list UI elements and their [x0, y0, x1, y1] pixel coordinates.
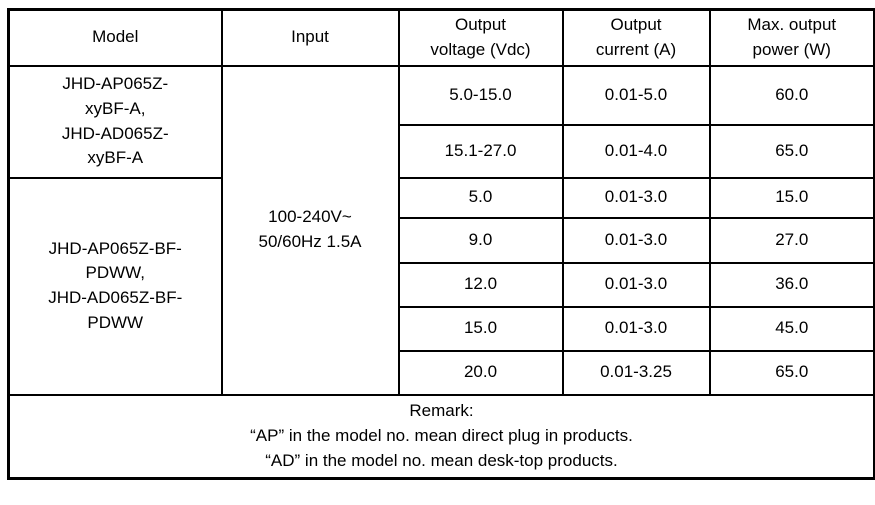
voltage-cell: 20.0 — [397, 349, 564, 396]
current-cell: 0.01-3.0 — [561, 261, 711, 308]
voltage-cell: 15.1-27.0 — [397, 123, 564, 179]
header-output-current: Output current (A) — [561, 8, 711, 67]
remark-row: Remark: “AP” in the model no. mean direc… — [7, 393, 875, 480]
remark-text: Remark: “AP” in the model no. mean direc… — [7, 393, 875, 480]
voltage-cell: 5.0-15.0 — [397, 64, 564, 126]
header-output-voltage: Output voltage (Vdc) — [397, 8, 564, 67]
table-row: 20.0 0.01-3.25 65.0 — [9, 349, 875, 396]
current-cell: 0.01-4.0 — [561, 123, 711, 179]
table-row: 15.0 0.01-3.0 45.0 — [9, 305, 875, 352]
power-cell: 65.0 — [708, 123, 875, 179]
voltage-cell: 9.0 — [397, 216, 564, 264]
input-value-cell: 100-240V~ 50/60Hz 1.5A — [220, 64, 400, 396]
current-cell: 0.01-5.0 — [561, 64, 711, 126]
power-cell: 45.0 — [708, 305, 875, 352]
power-cell: 60.0 — [708, 64, 875, 126]
power-cell: 27.0 — [708, 216, 875, 264]
voltage-cell: 5.0 — [397, 176, 564, 219]
header-input: Input — [220, 8, 400, 67]
power-spec-table: Model Input Output voltage (Vdc) Output … — [7, 8, 875, 480]
header-model: Model — [7, 8, 223, 67]
current-cell: 0.01-3.0 — [561, 176, 711, 219]
model-group-xybf: JHD-AP065Z- xyBF-A, JHD-AD065Z- xyBF-A — [7, 64, 223, 179]
current-cell: 0.01-3.0 — [561, 305, 711, 352]
table-row: 12.0 0.01-3.0 36.0 — [9, 261, 875, 308]
table-row: 9.0 0.01-3.0 27.0 — [9, 216, 875, 264]
current-cell: 0.01-3.0 — [561, 216, 711, 264]
power-cell: 36.0 — [708, 261, 875, 308]
voltage-cell: 12.0 — [397, 261, 564, 308]
header-max-output-power: Max. output power (W) — [708, 8, 875, 67]
power-cell: 65.0 — [708, 349, 875, 396]
current-cell: 0.01-3.25 — [561, 349, 711, 396]
header-row: Model Input Output voltage (Vdc) Output … — [7, 8, 875, 67]
table-row: JHD-AP065Z- xyBF-A, JHD-AD065Z- xyBF-A 1… — [7, 64, 875, 396]
table-row: 15.1-27.0 0.01-4.0 65.0 — [9, 123, 875, 179]
model-group-pdww: JHD-AP065Z-BF- PDWW, JHD-AD065Z-BF- PDWW — [7, 176, 223, 396]
power-cell: 15.0 — [708, 176, 875, 219]
voltage-cell: 15.0 — [397, 305, 564, 352]
table-row: JHD-AP065Z-BF- PDWW, JHD-AD065Z-BF- PDWW… — [7, 176, 875, 396]
